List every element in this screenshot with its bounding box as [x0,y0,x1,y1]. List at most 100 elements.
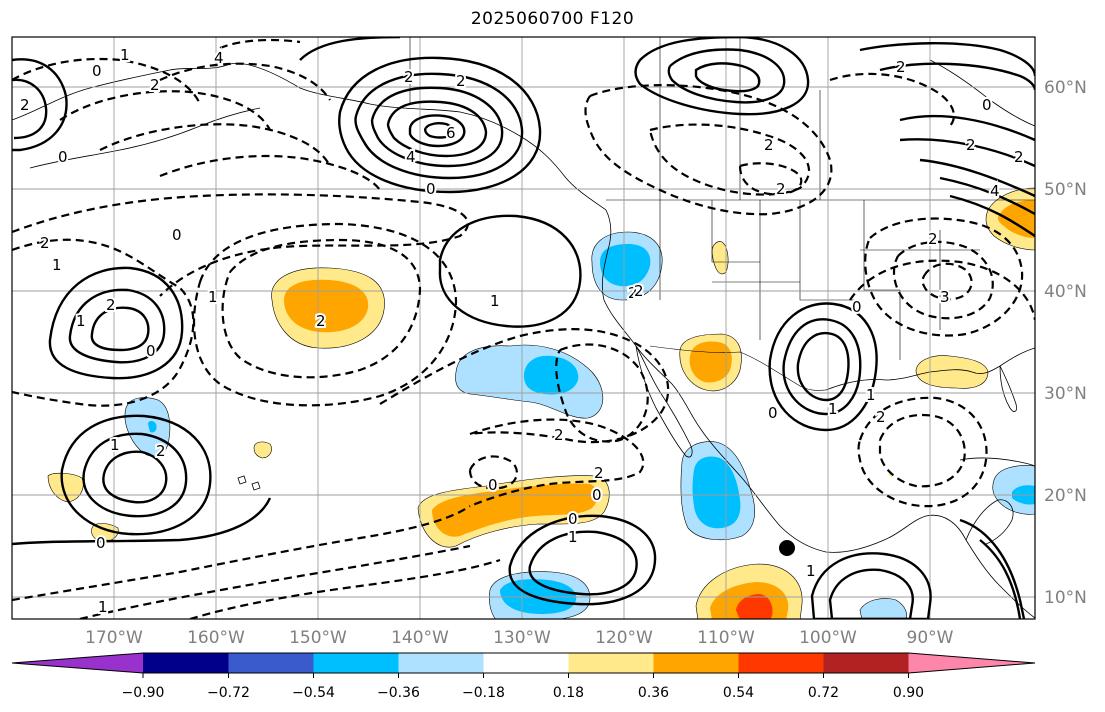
positive-anomaly-150w [271,267,385,349]
lon-tick-label: 90°W [907,628,954,648]
contour-label: 1 [866,386,876,404]
contour-pos-34 [12,78,48,140]
lat-tick-label: 30°N [1044,384,1087,404]
contour-label: 2 [876,408,886,426]
state-line-2 [711,200,761,340]
contour-pos-14 [102,450,168,504]
contour-label: 1 [98,598,108,616]
hudson-bay [929,59,1035,127]
contour-pos-5 [408,114,466,148]
contour-neg-18 [849,259,1035,321]
lon-tick-label: 120°W [595,628,653,648]
contour-neg-6 [469,418,645,508]
contour-neg-26 [219,38,301,50]
contour-label: 2 [776,180,786,198]
contour-neg-19 [857,396,988,508]
colorbar-label: −0.72 [207,685,250,701]
contour-label: 2 [928,230,938,248]
contour-pos-36 [979,539,1022,619]
contour-label: 4 [406,148,416,166]
colorbar-label: 0.72 [808,685,839,701]
contour-neg-15 [864,217,1024,337]
contour-label: 2 [628,284,638,302]
contour-label: 2 [20,96,30,114]
contour-pos-33 [12,58,68,152]
positive-anomaly-small-112w [711,241,729,275]
contour-label: 0 [92,62,102,80]
contour-label: 2 [1014,148,1024,166]
contour-pos-26 [899,114,1035,142]
contour-pos-29 [939,176,1035,216]
contour-pos-3 [370,86,504,168]
contour-label: 2 [316,312,326,330]
lat-tick-label: 10°N [1044,588,1087,608]
contour-pos-12 [60,414,212,536]
contour-pos-9 [48,266,184,380]
contour-label: 1 [490,292,500,310]
contour-pos-18 [768,302,878,432]
colorbar-segment [908,653,1035,673]
us-mexico-border [649,345,827,391]
contour-label: 2 [764,136,774,154]
colorbar-label: 0.90 [893,685,924,701]
contour-label: 2 [404,68,414,86]
contour-pos-1 [338,56,542,194]
contour-pos-27 [899,138,1035,168]
contour-label: 1 [806,562,816,580]
contour-pos-8 [438,214,582,328]
contour-pos-22 [667,48,786,104]
contour-pos-17 [528,530,638,596]
contour-label: 0 [96,534,106,552]
negative-anomaly-128w [488,571,591,619]
location-marker [779,540,795,556]
hawaii-2 [251,481,261,491]
colorbar-label: −0.18 [462,685,505,701]
aleutians [29,107,261,169]
hawaii-1 [237,475,247,485]
colorbar-label: −0.36 [377,685,420,701]
contour-neg-3 [221,238,422,379]
contour-pos-15 [12,497,272,546]
shaded-anomalies [47,187,1035,619]
contour-label: 1 [76,312,86,330]
colorbar-segment [228,653,314,673]
lon-tick-label: 160°W [187,628,245,648]
contour-pos-19 [782,318,862,416]
gulf-coast [825,347,1035,391]
contour-neg-22 [12,57,202,105]
contour-pos-16 [508,514,657,606]
lat-tick-label: 50°N [1044,180,1087,200]
state-line-4 [799,200,860,301]
lat-tick-label: 20°N [1044,486,1087,506]
contour-pos-11 [90,306,150,352]
contour-label: 2 [896,58,906,76]
contour-pos-10 [68,288,166,364]
contour-neg-13 [648,123,811,196]
colorbar-label: −0.90 [122,685,165,701]
negative-anomaly-112w [680,441,755,541]
florida [999,365,1017,412]
contour-pos-2 [354,72,524,180]
contour-neg-10 [79,544,471,619]
colorbar-segment [313,653,399,673]
contour-label: 2 [106,296,116,314]
lat-tick-label: 40°N [1044,282,1087,302]
colorbar-segment [738,653,824,673]
negative-contours [12,38,1035,619]
contour-pos-25 [879,62,1035,91]
contour-label: 2 [966,136,976,154]
lon-tick-label: 140°W [391,628,449,648]
colorbar-segment [12,653,143,673]
contour-neg-20 [878,414,966,488]
latitude-ticks: 60°N 50°N 40°N 30°N 20°N 10°N [1044,78,1087,608]
contour-pos-6 [424,122,454,139]
contour-label: 1 [52,256,62,274]
contour-label: 0 [852,298,862,316]
contour-label: 0 [426,180,436,198]
contour-label: 1 [120,46,130,64]
lon-tick-label: 110°W [697,628,755,648]
contour-pos-28 [919,158,1035,198]
negative-anomaly-115w [591,231,663,301]
contour-label: 1 [208,288,218,306]
